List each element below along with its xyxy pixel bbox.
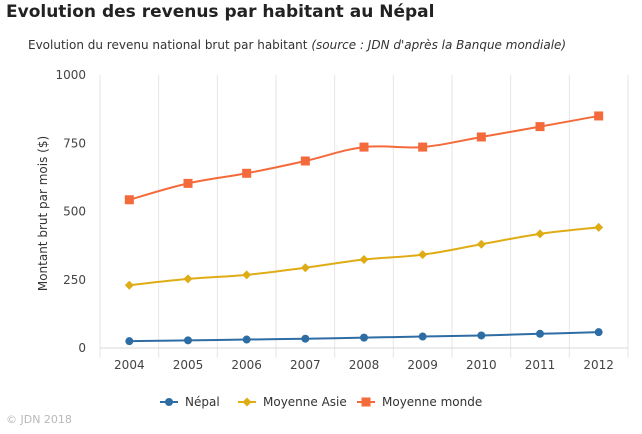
data-point: [594, 111, 604, 121]
legend-marker: [361, 397, 371, 407]
data-point: [300, 263, 310, 273]
data-point: [124, 280, 134, 290]
data-point: [242, 270, 252, 280]
y-tick-label: 500: [63, 205, 86, 219]
data-point: [476, 239, 486, 249]
data-point: [359, 255, 369, 265]
legend-label: Moyenne Asie: [263, 395, 347, 409]
data-point: [124, 195, 134, 205]
x-tick-label: 2011: [525, 358, 556, 372]
data-point: [359, 142, 369, 152]
data-point: [360, 333, 368, 342]
x-tick-label: 2004: [114, 358, 145, 372]
y-tick-label: 750: [63, 136, 86, 150]
legend-marker: [165, 398, 173, 406]
data-point: [125, 337, 134, 346]
chart-title: Evolution des revenus par habitant au Né…: [6, 2, 435, 22]
data-point: [418, 142, 428, 152]
data-point: [594, 328, 603, 337]
subtitle-main: Evolution du revenu national brut par ha…: [28, 38, 308, 52]
data-point: [535, 229, 545, 239]
data-point: [300, 156, 310, 166]
data-point: [301, 334, 310, 343]
data-point: [536, 329, 544, 338]
data-point: [477, 331, 486, 340]
data-point: [476, 132, 486, 142]
data-point: [242, 335, 251, 344]
legend-marker: [242, 397, 252, 407]
data-point: [418, 250, 428, 260]
x-tick-label: 2006: [231, 358, 262, 372]
legend-label: Népal: [185, 395, 220, 409]
data-point: [183, 178, 193, 188]
x-tick-label: 2009: [407, 358, 438, 372]
data-point: [535, 122, 545, 132]
data-point: [594, 222, 604, 232]
y-axis-label: Montant brut par mois ($): [36, 136, 50, 291]
subtitle-source: (source : JDN d'après la Banque mondiale…: [311, 38, 567, 52]
copyright-footer: © JDN 2018: [6, 413, 72, 426]
x-tick-label: 2007: [290, 358, 321, 372]
y-tick-label: 1000: [55, 68, 86, 82]
data-point: [183, 274, 193, 284]
x-tick-label: 2008: [349, 358, 380, 372]
x-tick-label: 2010: [466, 358, 497, 372]
legend-label: Moyenne monde: [382, 395, 482, 409]
data-point: [418, 332, 427, 341]
y-tick-label: 250: [63, 273, 86, 287]
y-tick-label: 0: [78, 341, 86, 355]
data-point: [242, 168, 252, 178]
data-point: [184, 336, 192, 345]
chart-subtitle: Evolution du revenu national brut par ha…: [28, 38, 566, 52]
x-tick-label: 2005: [173, 358, 204, 372]
x-tick-label: 2012: [583, 358, 614, 372]
series-line-2: [129, 114, 599, 201]
